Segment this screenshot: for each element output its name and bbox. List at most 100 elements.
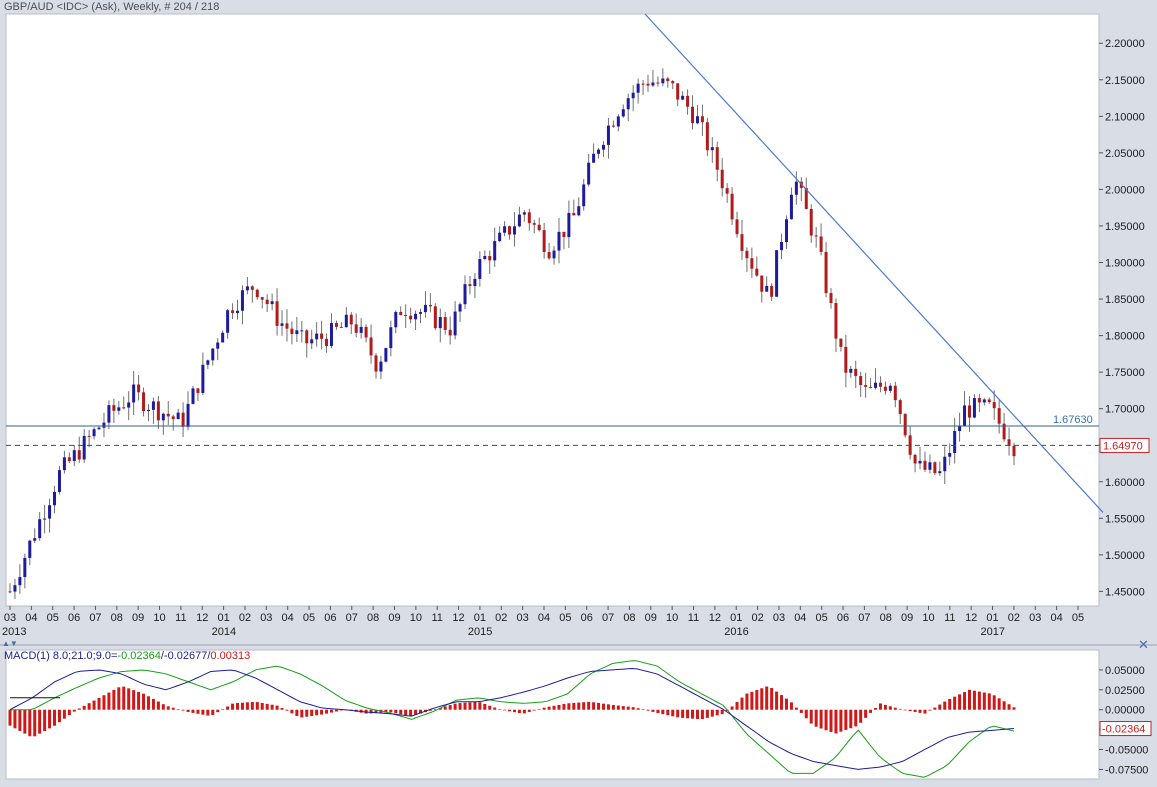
macd-histogram-bar: [997, 698, 1001, 710]
candle-body: [686, 95, 690, 107]
candle-body: [592, 153, 596, 163]
y-tick-label: 2.20000: [1105, 38, 1145, 50]
macd-y-tick-label: -0.07500: [1105, 764, 1148, 776]
macd-histogram-bar: [809, 709, 813, 724]
macd-histogram-bar: [478, 702, 482, 710]
candle-body: [142, 392, 146, 412]
candle-body: [191, 388, 195, 404]
macd-histogram-bar: [82, 705, 86, 710]
macd-histogram-bar: [567, 703, 571, 710]
macd-histogram-bar: [844, 709, 848, 730]
candle-body: [438, 317, 442, 329]
macd-histogram-bar: [43, 709, 47, 732]
current-price-tag: [1099, 437, 1150, 453]
candle-body: [82, 435, 86, 460]
candle-body: [97, 427, 101, 430]
candle-body: [616, 116, 620, 127]
candle-body: [13, 585, 17, 592]
x-tick-label: 12: [965, 612, 977, 624]
macd-histogram-bar: [606, 704, 610, 710]
candle-body: [151, 401, 155, 410]
candle-body: [404, 315, 408, 317]
macd-histogram-bar: [908, 709, 912, 712]
candle-body: [483, 256, 487, 259]
candle-body: [567, 212, 571, 238]
year-label: 2016: [724, 626, 748, 638]
y-tick-label: 2.15000: [1105, 75, 1145, 87]
macd-sep2: /: [207, 650, 211, 662]
macd-histogram-bar: [67, 709, 71, 716]
macd-name: MACD(1) 8.0;21.0;9.0=: [4, 650, 118, 662]
candle-body: [631, 92, 635, 99]
x-tick-label: 08: [623, 612, 635, 624]
candle-body: [443, 317, 447, 330]
candle-body: [967, 405, 971, 418]
macd-histogram-bar: [339, 709, 343, 711]
candle-body: [503, 226, 507, 233]
macd-y-tick-label: 0.05000: [1105, 665, 1145, 677]
candle-body: [681, 95, 685, 100]
candle-body: [789, 194, 793, 220]
candle-body: [221, 332, 225, 343]
x-tick-label: 02: [751, 612, 763, 624]
candle-body: [918, 460, 922, 464]
macd-histogram-bar: [532, 709, 536, 711]
macd-histogram-bar: [715, 709, 719, 716]
y-tick-label: 1.85000: [1105, 294, 1145, 306]
macd-histogram-bar: [547, 706, 551, 710]
y-tick-label: 1.50000: [1105, 550, 1145, 562]
y-tick-label: 1.70000: [1105, 404, 1145, 416]
x-tick-label: 07: [89, 612, 101, 624]
y-tick-label: 2.10000: [1105, 111, 1145, 123]
macd-histogram-bar: [315, 709, 319, 716]
candle-body: [72, 450, 76, 462]
macd-histogram-bar: [171, 707, 175, 710]
macd-histogram-bar: [582, 702, 586, 710]
macd-histogram-bar: [557, 704, 561, 710]
macd-histogram-bar: [77, 708, 81, 710]
collapse-arrows-icon[interactable]: ▲▼: [2, 639, 18, 648]
candle-body: [181, 412, 185, 427]
candle-body: [414, 313, 418, 320]
macd-histogram-bar: [463, 702, 467, 710]
candle-body: [844, 346, 848, 373]
candle-body: [399, 311, 403, 316]
macd-histogram-bar: [404, 709, 408, 716]
x-tick-label: 05: [1072, 612, 1084, 624]
candle-body: [77, 450, 81, 460]
macd-histogram-bar: [399, 709, 403, 715]
candle-body: [1007, 439, 1011, 446]
candle-body: [784, 219, 788, 242]
macd-histogram-bar: [958, 694, 962, 710]
candle-body: [656, 82, 660, 84]
macd-histogram-bar: [87, 703, 91, 710]
candle-body: [720, 169, 724, 189]
candle-body: [300, 330, 304, 332]
y-tick-label: 1.80000: [1105, 331, 1145, 343]
candle-body: [725, 188, 729, 194]
close-x-icon[interactable]: ✕: [1138, 637, 1149, 652]
macd-histogram-bar: [814, 709, 818, 727]
macd-histogram-bar: [646, 709, 650, 711]
macd-histogram-bar: [695, 709, 699, 719]
macd-histogram-bar: [601, 703, 605, 710]
macd-histogram-bar: [839, 709, 843, 732]
macd-histogram-bar: [166, 706, 170, 710]
candle-body: [646, 83, 650, 86]
x-tick-label: 01: [730, 612, 742, 624]
candle-body: [888, 385, 892, 391]
macd-histogram-bar: [775, 691, 779, 710]
candle-body: [132, 384, 136, 403]
macd-histogram-bar: [231, 703, 235, 710]
macd-histogram-bar: [720, 709, 724, 715]
macd-histogram-bar: [102, 695, 106, 710]
macd-histogram-bar: [250, 701, 254, 710]
macd-histogram-bar: [325, 709, 329, 714]
candle-body: [33, 538, 37, 541]
macd-histogram-bar: [483, 703, 487, 710]
candle-body: [112, 405, 116, 411]
macd-histogram-bar: [913, 709, 917, 712]
macd-histogram-bar: [888, 706, 892, 710]
